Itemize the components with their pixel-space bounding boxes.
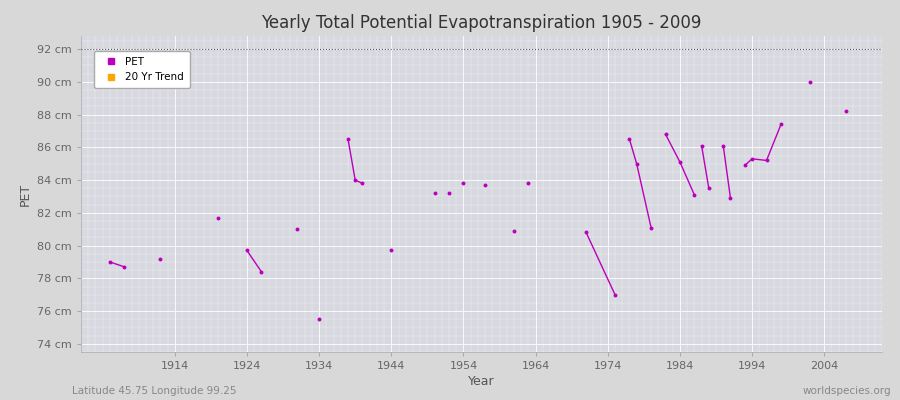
Point	[716, 142, 731, 149]
Point	[356, 180, 370, 186]
Point	[254, 268, 268, 275]
Point	[341, 136, 356, 142]
Legend: PET, 20 Yr Trend: PET, 20 Yr Trend	[94, 51, 191, 88]
Point	[442, 190, 456, 196]
Point	[745, 156, 760, 162]
Point	[211, 214, 225, 221]
Point	[579, 229, 593, 236]
Point	[658, 131, 672, 138]
Point	[103, 259, 117, 265]
Point	[644, 224, 658, 231]
Point	[117, 264, 131, 270]
Point	[384, 247, 399, 254]
Point	[724, 195, 738, 201]
Point	[839, 108, 853, 114]
Point	[672, 159, 687, 165]
Point	[153, 256, 167, 262]
Point	[478, 182, 492, 188]
Point	[803, 79, 817, 85]
Point	[507, 228, 521, 234]
Point	[348, 177, 363, 183]
Point	[695, 142, 709, 149]
Point	[521, 180, 535, 186]
Point	[688, 192, 702, 198]
Point	[312, 316, 327, 322]
Point	[622, 136, 636, 142]
Point	[428, 190, 442, 196]
Point	[291, 226, 305, 232]
Y-axis label: PET: PET	[19, 182, 32, 206]
X-axis label: Year: Year	[468, 375, 495, 388]
Point	[629, 160, 643, 167]
Point	[774, 121, 788, 128]
Title: Yearly Total Potential Evapotranspiration 1905 - 2009: Yearly Total Potential Evapotranspiratio…	[261, 14, 702, 32]
Point	[239, 247, 254, 254]
Point	[702, 185, 716, 192]
Point	[760, 157, 774, 164]
Text: Latitude 45.75 Longitude 99.25: Latitude 45.75 Longitude 99.25	[72, 386, 237, 396]
Point	[456, 180, 471, 186]
Point	[738, 162, 752, 168]
Point	[608, 292, 622, 298]
Text: worldspecies.org: worldspecies.org	[803, 386, 891, 396]
